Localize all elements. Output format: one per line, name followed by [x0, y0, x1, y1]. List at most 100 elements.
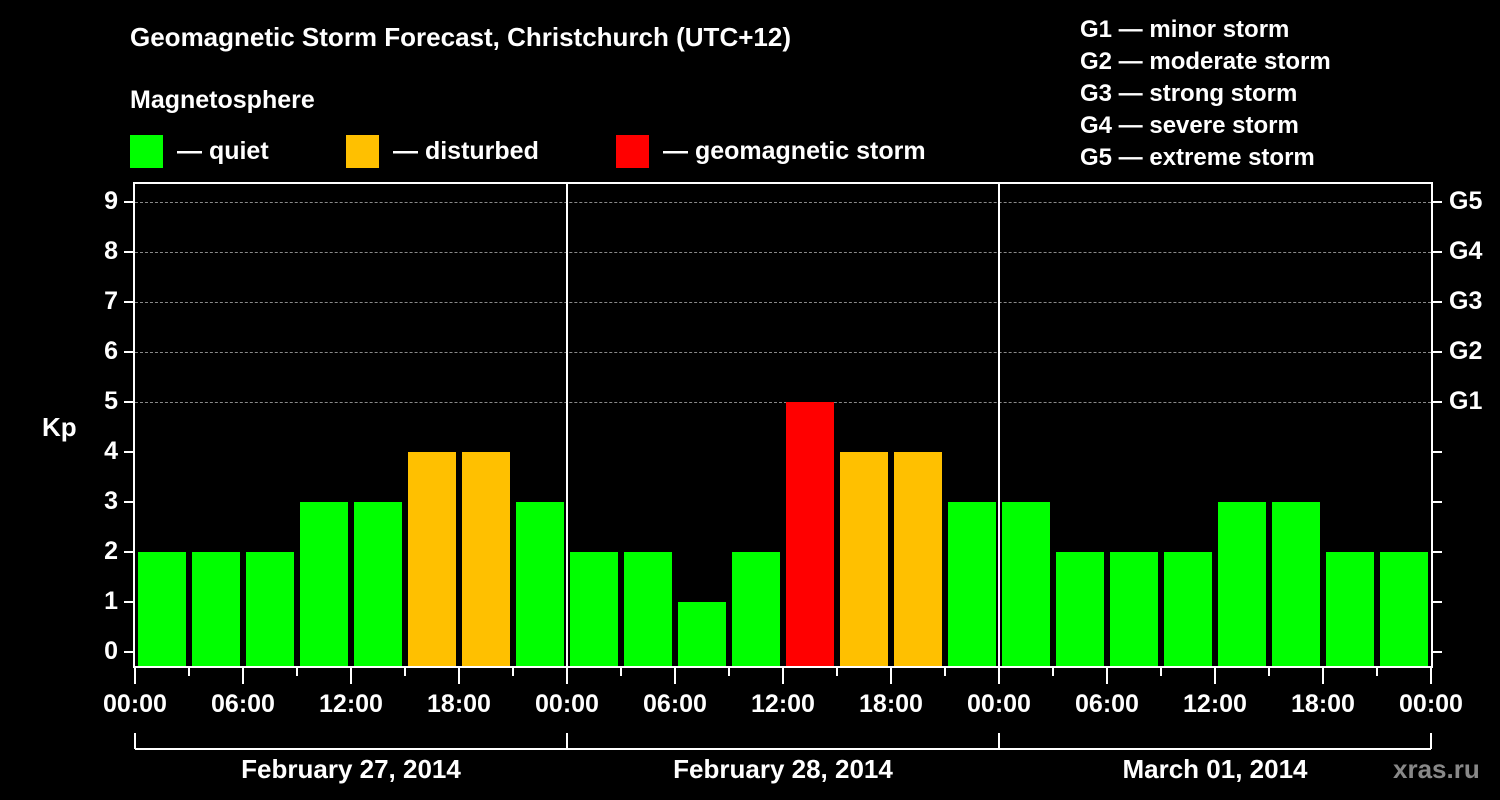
legend-swatch-disturbed — [346, 134, 379, 168]
legend-label: — quiet — [177, 136, 269, 165]
x-tick — [188, 668, 190, 676]
g-scale-item: G2 — moderate storm — [1080, 48, 1331, 75]
y-tick-label: 6 — [104, 337, 118, 365]
x-tick — [1376, 668, 1378, 676]
kp-bar — [1326, 552, 1374, 666]
y-tick-label: 2 — [104, 537, 118, 565]
y-tick-right — [1433, 451, 1442, 453]
kp-bar — [1110, 552, 1158, 666]
g-scale-item: G4 — severe storm — [1080, 112, 1299, 139]
x-tick — [998, 668, 1000, 684]
x-tick — [1106, 668, 1108, 684]
x-tick-label: 12:00 — [319, 690, 383, 718]
x-tick — [890, 668, 892, 684]
g-scale-item: G1 — minor storm — [1080, 16, 1290, 43]
date-bracket-tick — [566, 733, 568, 749]
gridline — [135, 302, 1431, 303]
y-tick — [124, 201, 133, 203]
date-bracket-tick — [1430, 733, 1432, 749]
y-tick-label: 1 — [104, 587, 118, 615]
g-tick-label: G4 — [1449, 237, 1483, 265]
y-tick-right — [1433, 601, 1442, 603]
x-tick — [296, 668, 298, 676]
x-tick-label: 12:00 — [751, 690, 815, 718]
y-tick-right — [1433, 301, 1442, 303]
g-scale-item: G3 — strong storm — [1080, 80, 1298, 107]
y-tick — [124, 601, 133, 603]
date-label: February 28, 2014 — [673, 754, 893, 784]
kp-bar — [1002, 502, 1050, 666]
x-tick — [566, 668, 568, 684]
x-tick — [1160, 668, 1162, 676]
watermark: xras.ru — [1393, 754, 1480, 784]
date-bracket-tick — [134, 733, 136, 749]
day-separator — [998, 182, 1000, 668]
y-tick-right — [1433, 251, 1442, 253]
date-bracket-tick — [998, 733, 1000, 749]
kp-bar — [246, 552, 294, 666]
date-label: March 01, 2014 — [1122, 754, 1308, 784]
kp-bar — [354, 502, 402, 666]
g-tick-label: G5 — [1449, 187, 1483, 215]
kp-bar — [192, 552, 240, 666]
kp-bar — [894, 452, 942, 666]
y-tick-right — [1433, 201, 1442, 203]
y-tick — [124, 501, 133, 503]
y-tick — [124, 401, 133, 403]
y-tick — [124, 551, 133, 553]
y-tick-label: 5 — [104, 387, 118, 415]
gridline — [135, 252, 1431, 253]
x-tick-label: 18:00 — [859, 690, 923, 718]
kp-bar — [786, 402, 834, 666]
y-tick — [124, 251, 133, 253]
y-tick-right — [1433, 651, 1442, 653]
x-tick-label: 12:00 — [1183, 690, 1247, 718]
kp-bar — [1164, 552, 1212, 666]
y-tick-right — [1433, 501, 1442, 503]
kp-bar — [408, 452, 456, 666]
x-tick — [1052, 668, 1054, 676]
kp-bar — [624, 552, 672, 666]
kp-bar — [138, 552, 186, 666]
day-separator — [566, 182, 568, 668]
y-tick-label: 7 — [104, 287, 118, 315]
x-tick-label: 06:00 — [643, 690, 707, 718]
legend-quiet: — quiet — [130, 134, 269, 168]
gridline — [135, 352, 1431, 353]
y-tick-label: 3 — [104, 487, 118, 515]
legend-swatch-quiet — [130, 134, 163, 168]
y-tick — [124, 451, 133, 453]
x-tick-label: 00:00 — [967, 690, 1031, 718]
x-tick — [134, 668, 136, 684]
kp-bar — [1272, 502, 1320, 666]
date-bracket-line — [135, 748, 1431, 750]
y-tick — [124, 651, 133, 653]
x-tick — [1214, 668, 1216, 684]
gridline — [135, 202, 1431, 203]
kp-bar — [570, 552, 618, 666]
x-tick — [1268, 668, 1270, 676]
kp-bar — [732, 552, 780, 666]
x-tick-label: 00:00 — [535, 690, 599, 718]
x-tick-label: 06:00 — [211, 690, 275, 718]
x-tick — [944, 668, 946, 676]
g-tick-label: G1 — [1449, 387, 1483, 415]
kp-bar — [516, 502, 564, 666]
legend-storm: — geomagnetic storm — [616, 134, 926, 168]
kp-bar — [948, 502, 996, 666]
g-scale-item: G5 — extreme storm — [1080, 144, 1315, 171]
x-tick-label: 00:00 — [103, 690, 167, 718]
y-tick-label: 0 — [104, 637, 118, 665]
y-tick-label: 9 — [104, 187, 118, 215]
x-tick-label: 00:00 — [1399, 690, 1463, 718]
g-scale-legend: G1 — minor storm G2 — moderate storm G3 … — [1080, 14, 1331, 174]
y-tick — [124, 301, 133, 303]
kp-bar — [1218, 502, 1266, 666]
x-tick — [782, 668, 784, 684]
x-tick — [836, 668, 838, 676]
chart-title: Geomagnetic Storm Forecast, Christchurch… — [130, 22, 791, 52]
y-tick — [124, 351, 133, 353]
y-tick-right — [1433, 551, 1442, 553]
kp-bar — [1056, 552, 1104, 666]
kp-bar — [1380, 552, 1428, 666]
